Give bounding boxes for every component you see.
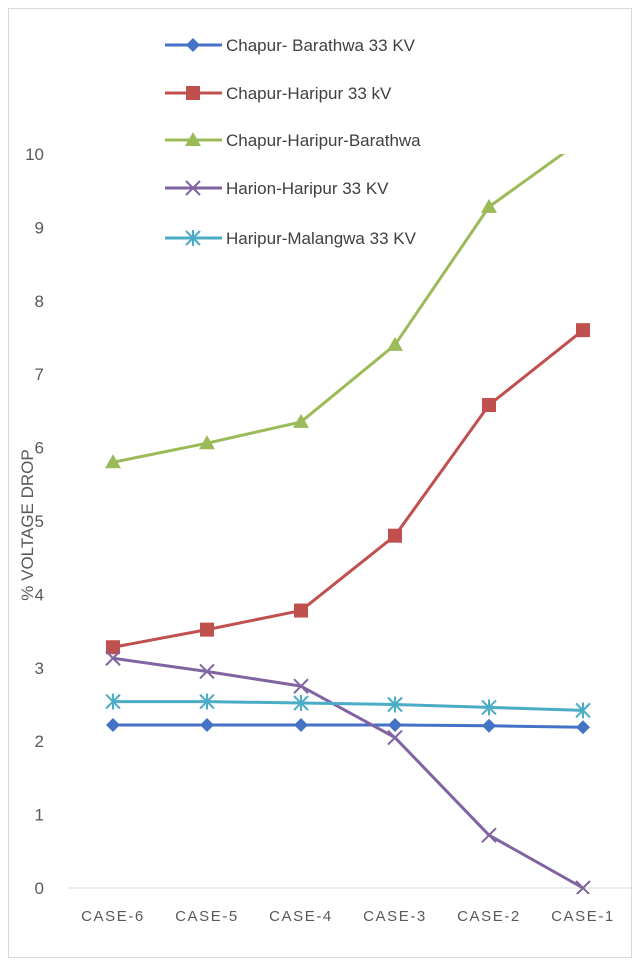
series-group xyxy=(105,131,591,894)
y-tick-label: 0 xyxy=(35,879,44,898)
legend-item: Harion-Haripur 33 KV xyxy=(165,179,389,198)
y-tick-label: 9 xyxy=(35,218,44,237)
data-point xyxy=(294,718,308,733)
legend-marker xyxy=(185,132,201,146)
y-tick-label: 4 xyxy=(35,585,44,604)
series-3 xyxy=(105,131,591,469)
data-point xyxy=(200,622,214,637)
y-tick-label: 5 xyxy=(35,512,44,531)
data-point xyxy=(200,718,214,733)
x-tick-label: CASE-6 xyxy=(81,908,145,925)
series-line xyxy=(112,656,584,890)
series-line xyxy=(112,154,566,464)
data-point xyxy=(293,413,309,428)
data-point xyxy=(388,528,402,543)
x-tick-label: CASE-3 xyxy=(363,908,427,925)
x-tick-label: CASE-5 xyxy=(175,908,239,925)
data-point xyxy=(105,693,121,710)
y-tick-label: 6 xyxy=(35,439,44,458)
data-point xyxy=(482,398,496,413)
legend-marker xyxy=(186,86,200,100)
legend-marker xyxy=(185,230,201,246)
y-tick-label: 1 xyxy=(35,806,44,825)
x-tick-label: CASE-2 xyxy=(457,908,521,925)
y-tick-label: 8 xyxy=(35,292,44,311)
legend-item: Chapur-Haripur-Barathwa xyxy=(165,131,421,150)
y-tick-label: 10 xyxy=(25,145,44,164)
series-2 xyxy=(106,323,590,655)
x-axis: CASE-6 CASE-5 CASE-4 CASE-3 CASE-2 CASE-1 xyxy=(81,908,615,925)
series-4 xyxy=(105,650,591,894)
series-1 xyxy=(106,718,590,735)
data-point xyxy=(482,718,496,733)
y-axis-label: % VOLTAGE DROP xyxy=(18,449,37,600)
data-point xyxy=(106,718,120,733)
data-point xyxy=(387,696,403,713)
legend-label: Chapur-Haripur-Barathwa xyxy=(226,131,421,150)
chart-frame xyxy=(8,8,632,958)
legend-item: Chapur-Haripur 33 kV xyxy=(165,84,392,103)
data-point xyxy=(293,695,309,712)
y-tick-label: 7 xyxy=(35,365,44,384)
x-tick-label: CASE-1 xyxy=(551,908,615,925)
data-point xyxy=(481,827,497,843)
series-line xyxy=(112,328,584,649)
data-point xyxy=(106,640,120,655)
legend-label: Haripur-Malangwa 33 KV xyxy=(226,229,417,248)
x-tick-label: CASE-4 xyxy=(269,908,333,925)
legend-marker xyxy=(186,38,200,52)
y-axis: 0 1 2 3 4 5 6 7 8 9 10 xyxy=(25,145,44,898)
legend-label: Harion-Haripur 33 KV xyxy=(226,179,389,198)
series-line xyxy=(113,723,584,729)
data-point xyxy=(293,678,309,694)
legend-item: Chapur- Barathwa 33 KV xyxy=(165,36,416,55)
series-line xyxy=(113,700,584,712)
data-point xyxy=(576,720,590,735)
legend-label: Chapur-Haripur 33 kV xyxy=(226,84,392,103)
legend-item: Haripur-Malangwa 33 KV xyxy=(165,229,417,248)
series-5 xyxy=(105,693,591,719)
data-point xyxy=(294,603,308,618)
data-point xyxy=(199,693,215,710)
data-point xyxy=(388,718,402,733)
data-point xyxy=(105,454,121,469)
data-point xyxy=(575,131,591,145)
data-point xyxy=(481,699,497,716)
legend-marker xyxy=(185,180,201,196)
data-point xyxy=(387,336,403,351)
data-point xyxy=(575,702,591,719)
data-point xyxy=(105,650,121,666)
data-point xyxy=(199,435,215,450)
y-tick-label: 3 xyxy=(35,659,44,678)
legend: Chapur- Barathwa 33 KV Chapur-Haripur 33 … xyxy=(165,36,421,248)
data-point xyxy=(481,198,497,213)
data-point xyxy=(575,880,591,894)
data-point xyxy=(576,323,590,338)
y-tick-label: 2 xyxy=(35,732,44,751)
data-point xyxy=(199,663,215,680)
data-point xyxy=(387,729,403,746)
legend-label: Chapur- Barathwa 33 KV xyxy=(226,36,416,55)
